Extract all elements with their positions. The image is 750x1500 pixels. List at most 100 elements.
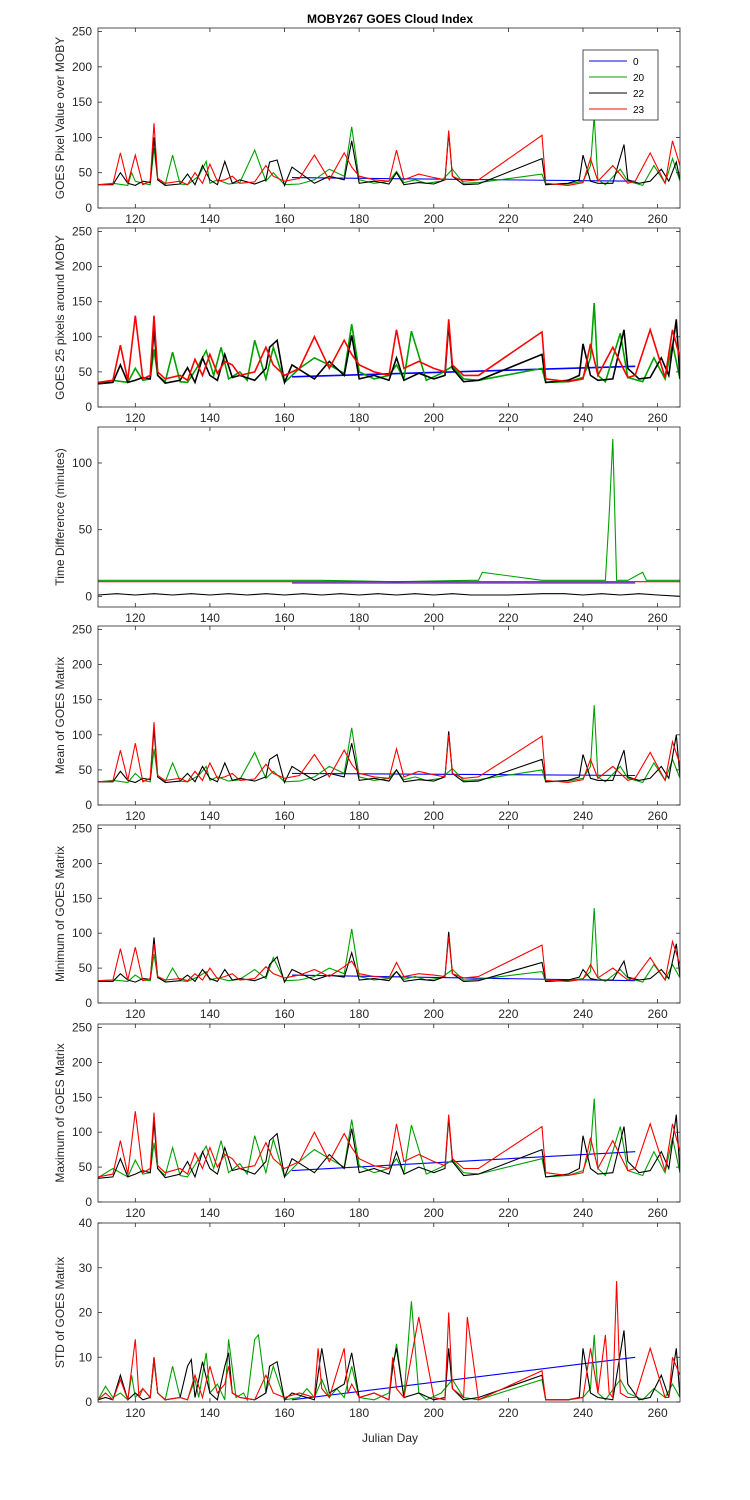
y-tick-label: 200: [72, 658, 92, 672]
legend-label-0: 0: [633, 57, 639, 68]
y-tick-label: 150: [72, 693, 92, 707]
series-group: [98, 1098, 680, 1179]
x-tick-label: 220: [498, 1007, 518, 1021]
legend: 0 20 22 23: [582, 49, 659, 121]
series-line-0: [291, 772, 636, 777]
x-tick-label: 140: [200, 809, 220, 823]
series-line-20: [98, 1098, 680, 1179]
x-tick-label: 120: [125, 1206, 145, 1220]
x-tick-label: 220: [498, 809, 518, 823]
x-tick-label: 260: [648, 611, 668, 625]
series-line-22: [98, 1114, 680, 1179]
series-group: [98, 303, 680, 386]
y-tick-label: 50: [79, 763, 93, 777]
y-tick-label: 0: [85, 798, 92, 812]
y-tick-label: 200: [72, 260, 92, 274]
x-tick-label: 200: [424, 411, 444, 425]
x-tick-label: 200: [424, 1007, 444, 1021]
figure-title: MOBY267 GOES Cloud Index: [307, 12, 473, 26]
axes-box: [97, 27, 681, 209]
y-tick-label: 0: [85, 996, 92, 1010]
x-tick-label: 180: [349, 1406, 369, 1420]
y-tick-label: 250: [72, 1020, 92, 1034]
axes-box: [97, 1023, 681, 1203]
panel-5: 120 140 160 180 200 220 240 260 0 50 100 150 200 250 M…: [53, 821, 681, 1021]
x-tick-label: 180: [349, 411, 369, 425]
series-group: [98, 908, 680, 984]
series-line-20: [98, 705, 680, 784]
x-tick-label: 120: [125, 1406, 145, 1420]
x-tick-label: 240: [573, 212, 593, 226]
plot-area: [98, 427, 680, 607]
x-tick-label: 260: [648, 809, 668, 823]
y-axis-label: STD of GOES Matrix: [53, 1257, 67, 1368]
x-tick-label: 220: [498, 212, 518, 226]
panel-1: 120 140 160 180 200 220 240 260050100150200250G…: [53, 25, 681, 226]
y-tick-label: 0: [85, 201, 92, 215]
x-tick-label: 140: [200, 611, 220, 625]
series-line-23: [98, 1111, 680, 1178]
y-axis-label: Maximum of GOES Matrix: [53, 1043, 67, 1182]
y-tick-label: 30: [79, 1261, 93, 1275]
axes-box: [97, 824, 681, 1004]
y-axis-label: Mean of GOES Matrix: [53, 657, 67, 774]
y-tick-label: 50: [79, 365, 93, 379]
series-group: [98, 705, 680, 785]
x-tick-label: 260: [648, 212, 668, 226]
x-tick-label: 180: [349, 611, 369, 625]
x-tick-label: 160: [275, 1206, 295, 1220]
series-group: [98, 1281, 680, 1402]
y-tick-label: 100: [72, 130, 92, 144]
y-tick-label: 0: [85, 1195, 92, 1209]
series-line-23: [98, 722, 680, 784]
series-line-22: [98, 931, 680, 984]
y-tick-label: 150: [72, 1090, 92, 1104]
y-tick-label: 250: [72, 821, 92, 835]
x-tick-label: 200: [424, 212, 444, 226]
axes-box: [97, 625, 681, 806]
y-tick-label: 10: [79, 1350, 93, 1364]
series-line-0: [291, 1356, 636, 1401]
x-tick-label: 180: [349, 809, 369, 823]
legend-label-20: 20: [633, 73, 645, 84]
y-axis-label: Time Difference (minutes): [53, 448, 67, 585]
x-tick-label: 120: [125, 809, 145, 823]
y-tick-label: 250: [72, 25, 92, 39]
y-tick-label: 100: [72, 330, 92, 344]
x-tick-label: 160: [275, 1007, 295, 1021]
series-line-0: [291, 365, 636, 378]
x-tick-label: 240: [573, 611, 593, 625]
x-tick-label: 240: [573, 411, 593, 425]
series-line-23: [98, 123, 680, 186]
x-tick-label: 180: [349, 1206, 369, 1220]
x-tick-label: 140: [200, 411, 220, 425]
y-tick-label: 100: [72, 456, 92, 470]
x-tick-label: 140: [200, 1007, 220, 1021]
y-tick-label: 200: [72, 856, 92, 870]
y-tick-label: 0: [85, 1395, 92, 1409]
series-line-20: [98, 438, 680, 583]
y-tick-label: 250: [72, 623, 92, 637]
x-tick-label: 160: [275, 411, 295, 425]
y-tick-label: 50: [79, 166, 93, 180]
x-tick-label: 220: [498, 411, 518, 425]
x-tick-label: 180: [349, 212, 369, 226]
x-tick-label: 260: [648, 1007, 668, 1021]
x-tick-label: 240: [573, 1406, 593, 1420]
y-tick-label: 200: [72, 60, 92, 74]
legend-label-23: 23: [633, 105, 645, 116]
y-tick-label: 100: [72, 1125, 92, 1139]
x-tick-label: 220: [498, 1406, 518, 1420]
x-tick-label: 260: [648, 1206, 668, 1220]
x-tick-label: 240: [573, 1206, 593, 1220]
series-line-20: [98, 908, 680, 983]
x-tick-label: 120: [125, 212, 145, 226]
x-tick-label: 160: [275, 611, 295, 625]
plot-area: [98, 1223, 680, 1402]
x-tick-label: 180: [349, 1007, 369, 1021]
x-tick-label: 140: [200, 1206, 220, 1220]
y-tick-label: 250: [72, 225, 92, 239]
y-tick-label: 50: [79, 1160, 93, 1174]
series-group: [98, 438, 680, 597]
